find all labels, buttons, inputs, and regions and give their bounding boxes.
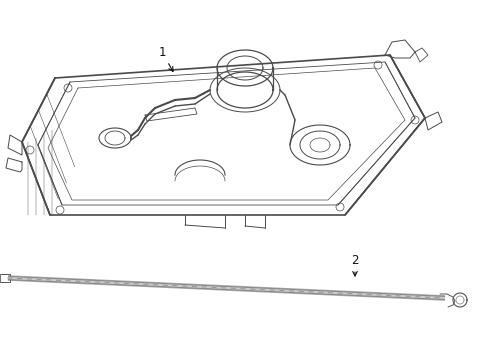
Text: 2: 2 [351, 253, 359, 276]
Text: 1: 1 [158, 45, 173, 72]
